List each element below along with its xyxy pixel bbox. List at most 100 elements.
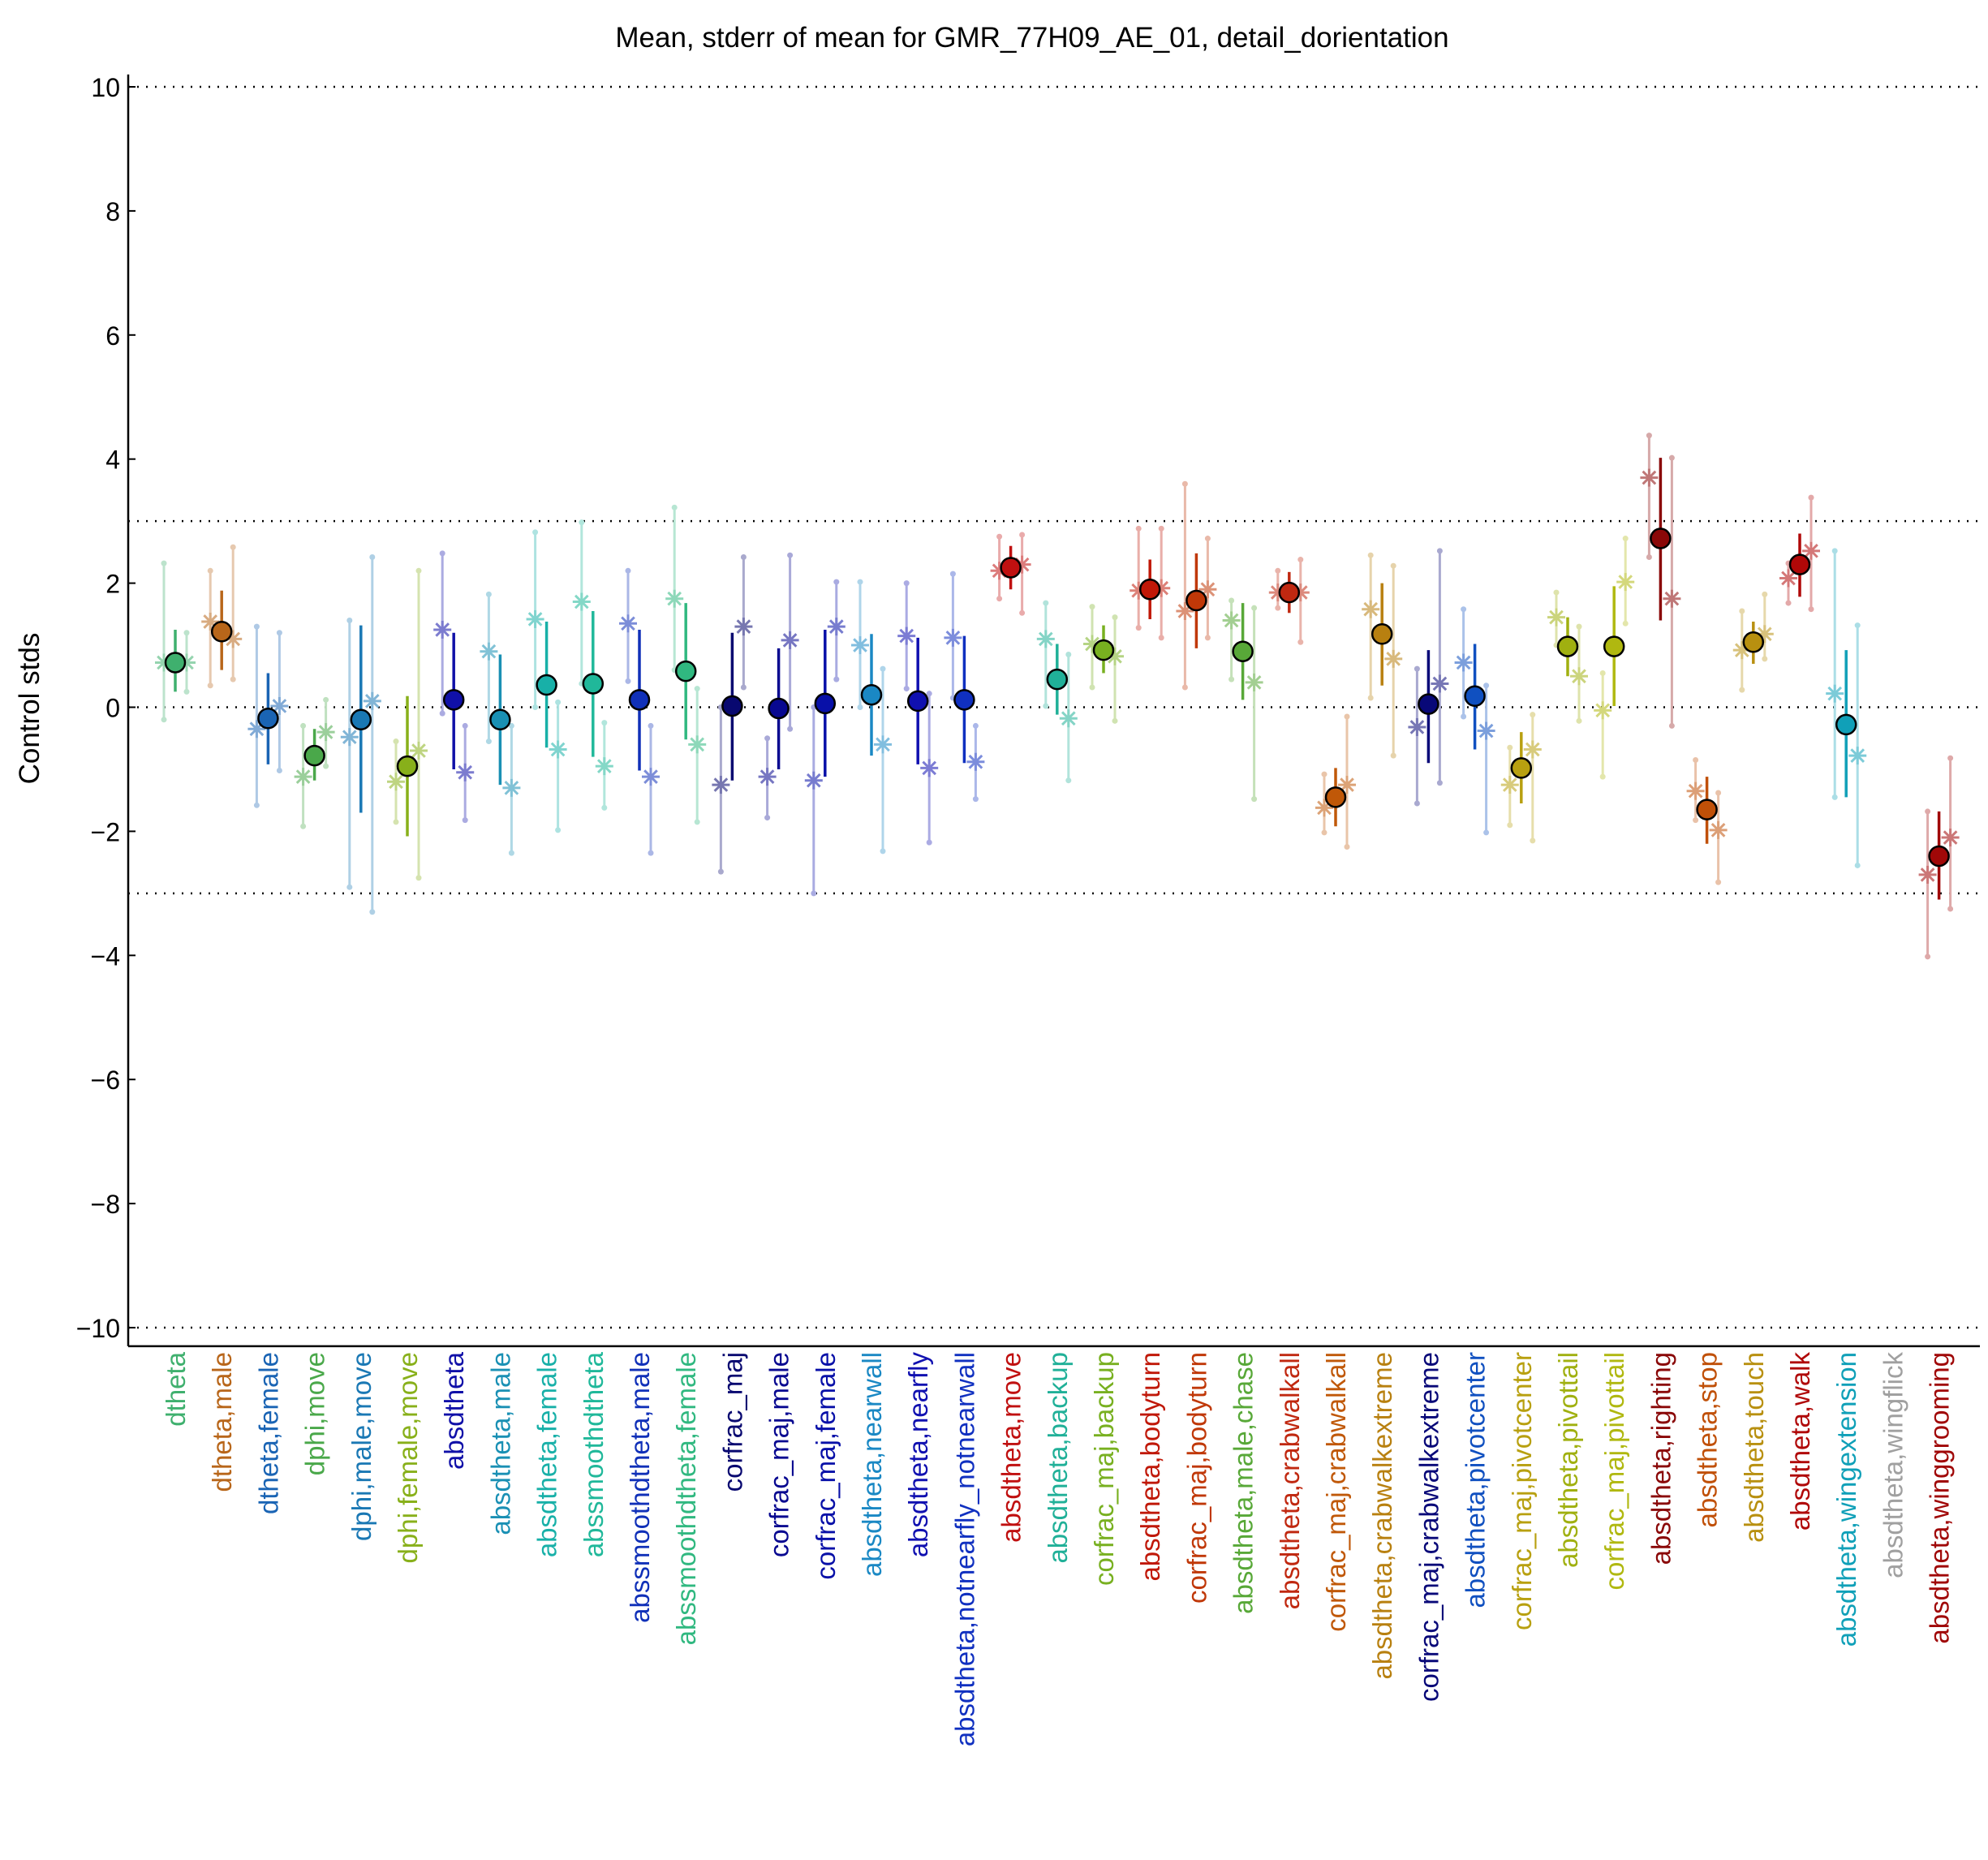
female-errorbar-end (1576, 623, 1582, 630)
female-mean-marker (316, 723, 335, 742)
y-tick-label: −2 (91, 817, 120, 846)
female-errorbar-end (787, 725, 794, 732)
asterisk-stroke (667, 591, 682, 606)
female-mean-marker (1616, 573, 1635, 592)
asterisk-stroke (1363, 601, 1379, 617)
male-mean-marker (1594, 701, 1612, 720)
female-mean-marker (270, 696, 289, 715)
category-marks (1779, 494, 1820, 613)
mean-marker (1510, 757, 1533, 779)
female-errorbar-end (1668, 454, 1675, 461)
male-errorbar-end (1275, 567, 1281, 574)
male-mean-marker (1826, 684, 1844, 703)
female-mean-marker (1338, 776, 1356, 794)
mean-marker (768, 697, 790, 720)
male-mean-marker (665, 589, 684, 608)
female-mean-marker (1941, 829, 1960, 847)
male-mean-marker (294, 768, 312, 786)
female-errorbar-end (1622, 620, 1629, 626)
mean-marker (721, 695, 743, 717)
mean-marker (953, 689, 975, 711)
y-tick-label: −8 (91, 1190, 120, 1219)
female-errorbar-end (1483, 682, 1490, 689)
mean-marker (442, 689, 465, 711)
female-errorbar-end (1390, 752, 1396, 759)
female-errorbar-end (1112, 717, 1118, 724)
asterisk-stroke (759, 769, 775, 784)
category-label: absdtheta,winggrooming (1925, 1352, 1955, 1644)
male-errorbar-end (1367, 695, 1374, 701)
female-mean-marker (363, 691, 381, 710)
category-label: absdtheta,nearwall (857, 1352, 887, 1577)
female-errorbar-end (787, 552, 794, 558)
female-errorbar-end (508, 850, 514, 856)
male-mean-marker (340, 728, 359, 747)
asterisk-stroke (1108, 648, 1122, 664)
female-mean-marker (502, 778, 521, 797)
category-label: abssmoothdtheta,female (671, 1352, 701, 1645)
male-errorbar-end (346, 617, 353, 623)
mean-marker (1742, 631, 1765, 653)
male-errorbar-end (1229, 676, 1235, 682)
asterisk-stroke (782, 633, 798, 648)
female-errorbar-end (1947, 906, 1954, 912)
category-label: absdtheta,move (996, 1352, 1026, 1543)
mean-marker (628, 689, 651, 711)
female-errorbar-end (648, 850, 654, 856)
asterisk-stroke (690, 737, 705, 752)
male-errorbar-end (1089, 604, 1095, 610)
category-label: absdtheta,walk (1785, 1352, 1815, 1531)
asterisk-stroke (968, 754, 983, 769)
female-mean-marker (1848, 747, 1867, 765)
asterisk-stroke (876, 737, 890, 752)
female-errorbar-end (230, 544, 236, 550)
male-errorbar-end (300, 823, 307, 829)
female-mean-marker (781, 631, 799, 649)
male-errorbar-end (579, 519, 585, 526)
male-errorbar-end (1925, 954, 1931, 960)
male-errorbar-end (1785, 600, 1792, 606)
asterisk-stroke (853, 638, 867, 652)
male-errorbar-end (161, 560, 167, 566)
female-mean-marker (874, 735, 892, 754)
male-errorbar-end (1043, 600, 1049, 606)
female-errorbar-end (972, 722, 979, 729)
mean-marker (1928, 845, 1950, 868)
asterisk-stroke (481, 644, 497, 659)
female-mean-marker (1431, 674, 1449, 693)
male-errorbar-end (764, 815, 771, 821)
male-errorbar-end (253, 623, 260, 630)
mean-marker (1000, 557, 1022, 579)
category-label: corfrac_maj,crabwalkextreme (1414, 1352, 1444, 1702)
category-label: abssmoothdtheta (579, 1351, 609, 1557)
female-errorbar-end (1344, 844, 1350, 850)
male-errorbar-end (1693, 817, 1699, 824)
male-mean-marker (897, 626, 916, 645)
mean-marker (396, 755, 419, 777)
category-label: absdtheta,notnearfly_notnearwall (949, 1352, 979, 1746)
asterisk-stroke (1502, 777, 1517, 792)
male-errorbar-end (253, 802, 260, 808)
female-errorbar-end (926, 839, 932, 846)
asterisk-stroke (1850, 748, 1865, 763)
female-errorbar-end (230, 676, 236, 682)
male-errorbar-end (485, 738, 492, 745)
male-errorbar-end (1739, 687, 1745, 693)
female-errorbar-end (276, 767, 282, 773)
asterisk-stroke (295, 769, 311, 784)
y-tick-label: −10 (76, 1314, 120, 1343)
male-errorbar-end (207, 567, 213, 574)
female-errorbar-end (1158, 525, 1164, 532)
category-label: dphi,male,move (346, 1352, 377, 1541)
mean-marker (1138, 578, 1161, 601)
female-errorbar-end (462, 722, 468, 729)
category-label: absdtheta,backup (1043, 1352, 1073, 1564)
female-mean-marker (1709, 820, 1728, 839)
category-label: corfrac_maj,male (764, 1352, 794, 1557)
female-mean-marker (734, 618, 753, 636)
male-errorbar-end (1321, 829, 1327, 836)
category-marks (990, 532, 1031, 616)
female-errorbar-end (1251, 796, 1258, 803)
y-tick-label: 8 (105, 197, 120, 226)
